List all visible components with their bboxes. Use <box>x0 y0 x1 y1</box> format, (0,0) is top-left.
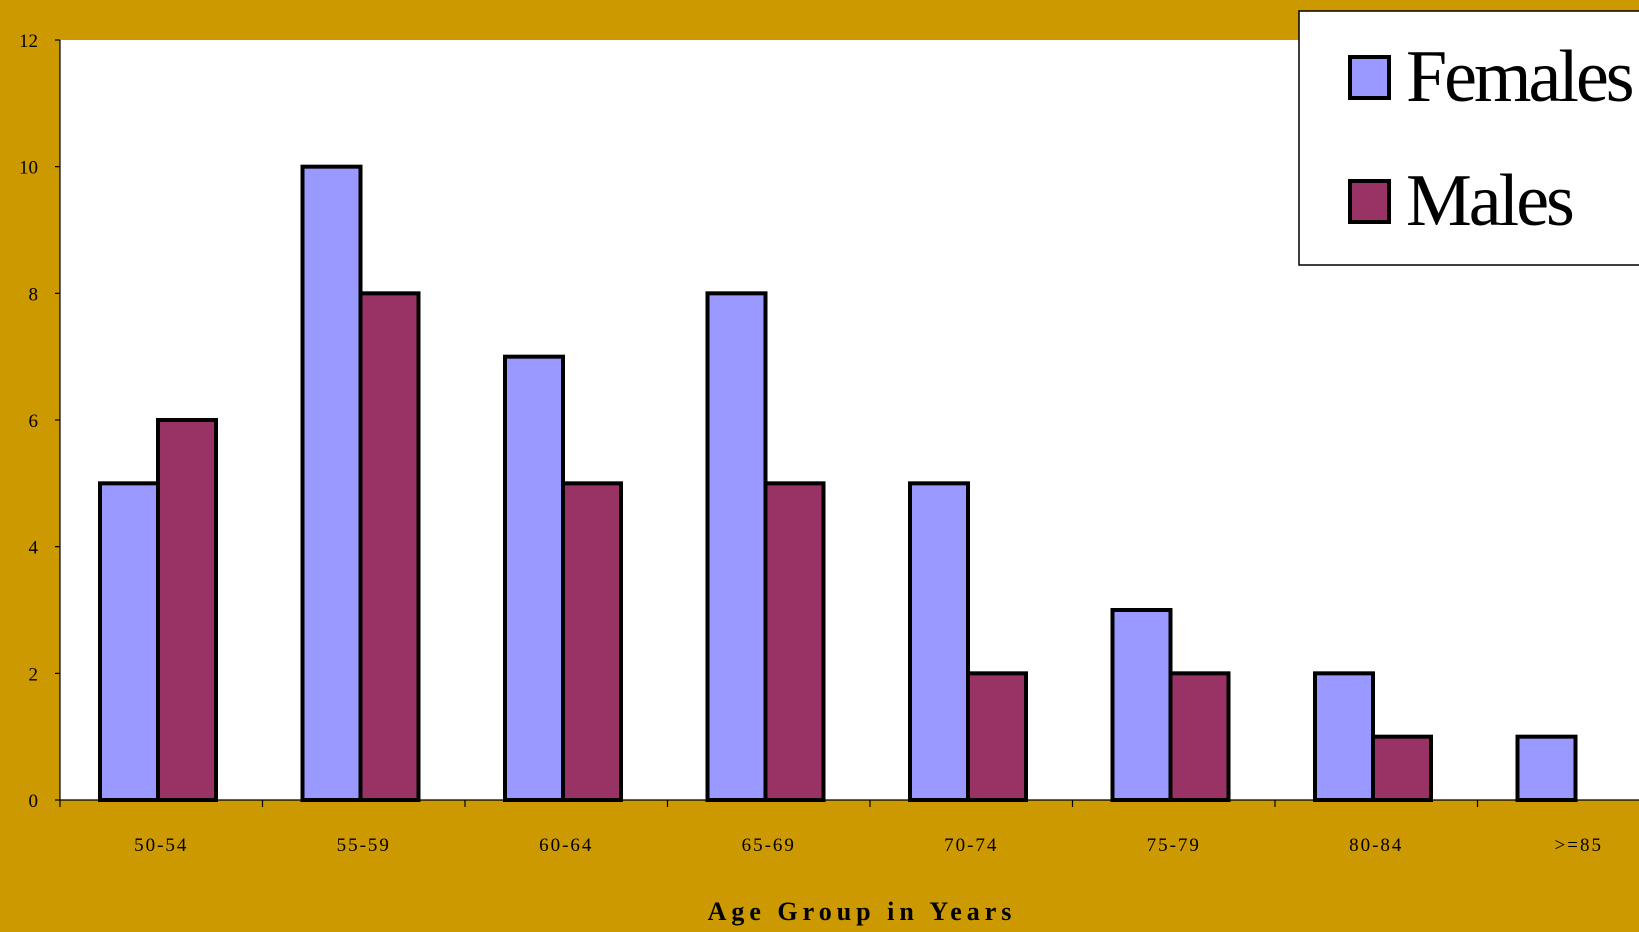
x-tick-label-4: 70-74 <box>944 835 998 856</box>
x-tick-label-5: 75-79 <box>1147 835 1201 856</box>
y-tick-label-4: 4 <box>29 538 39 559</box>
bar-males-0 <box>156 418 218 802</box>
y-tick-label-8: 8 <box>29 284 39 305</box>
axes-layer: 0 2 4 6 8 10 12 50-54 55-59 60-64 65-69 70-74 75-79 8… <box>19 31 1639 856</box>
bar-females-3 <box>705 291 768 802</box>
x-axis-title: Age Group in Years <box>708 897 1017 926</box>
bar-females-1 <box>300 164 363 802</box>
legend-label-females: Females <box>1406 36 1633 118</box>
bar-males-2 <box>561 481 623 802</box>
y-tick-label-10: 10 <box>19 158 38 179</box>
bar-males-3 <box>763 481 826 802</box>
x-tick-label-2: 60-64 <box>539 835 593 856</box>
bar-males-5 <box>1168 671 1231 802</box>
legend-swatch-females <box>1348 55 1391 100</box>
bar-females-5 <box>1110 608 1173 802</box>
bar-females-6 <box>1313 671 1375 802</box>
bars-layer <box>98 164 1578 803</box>
bar-males-1 <box>358 291 421 802</box>
x-tick-label-1: 55-59 <box>337 835 391 856</box>
x-tick-label-3: 65-69 <box>742 835 796 856</box>
x-tick-label-7: >=85 <box>1555 835 1603 856</box>
bar-females-7 <box>1515 734 1578 803</box>
y-tick-label-2: 2 <box>29 664 39 685</box>
legend-swatch-males <box>1348 179 1391 224</box>
bar-females-0 <box>98 481 160 802</box>
legend: Females Males <box>1298 10 1639 266</box>
y-tick-label-0: 0 <box>29 791 39 812</box>
x-tick-label-6: 80-84 <box>1349 835 1403 856</box>
x-tick-label-0: 50-54 <box>134 835 188 856</box>
bar-males-6 <box>1371 734 1433 803</box>
y-tick-label-6: 6 <box>29 411 39 432</box>
bar-females-2 <box>503 354 565 802</box>
y-tick-label-12: 12 <box>19 31 38 52</box>
bar-males-4 <box>966 671 1028 802</box>
bar-females-4 <box>908 481 970 802</box>
legend-label-males: Males <box>1406 160 1573 242</box>
